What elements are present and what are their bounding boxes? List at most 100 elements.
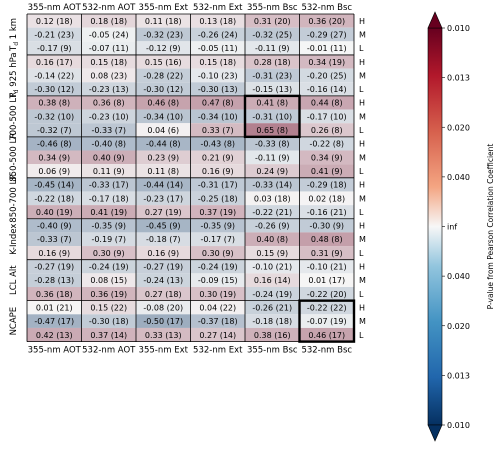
cell-value-label: -0.30 (12) [34,85,74,94]
cell-value-label: -0.22 (22) [307,303,347,312]
cell-value-label: 0.02 (18) [308,194,345,203]
cell-value-label: -0.14 (22) [34,71,74,80]
column-header-top: 532-nm AOT [82,3,136,13]
sub-row-label: H [359,58,365,67]
cell-value-label: 0.01 (17) [308,276,345,285]
heatmap-cell [81,300,136,315]
heatmap-cell [299,287,354,301]
row-group-label: 700-500 LR [9,92,19,141]
heatmap-cell [27,123,82,137]
heatmap-cell [245,150,300,165]
cell-value-label: 0.33 (7) [202,126,234,135]
cell-value-label: 0.15 (9) [256,249,288,258]
colorbar-tick-label: 0.010 [447,24,470,33]
heatmap-cell [136,150,191,165]
cell-value-label: 0.18 (18) [90,17,127,26]
colorbar-tick-label: 0.013 [447,74,470,83]
cell-value-label: 0.31 (9) [311,249,343,258]
cell-value-label: 0.47 (8) [202,99,234,108]
sub-row-label: M [359,276,366,285]
cell-value-label: -0.43 (8) [200,140,235,149]
row-group-label: NCAPE [9,307,19,336]
cell-value-label: -0.21 (23) [34,30,74,39]
heatmap-cell [136,68,191,83]
heatmap-cell [81,246,136,260]
heatmap-cell [245,109,300,124]
column-header-bottom: 532-nm AOT [82,346,136,356]
heatmap-cell [245,82,300,96]
sub-row-label: L [359,249,364,258]
heatmap-cell [81,136,136,151]
column-header-bottom: 355-nm AOT [28,346,82,356]
heatmap-cell [190,177,245,192]
cell-value-label: 0.42 (13) [36,331,73,340]
cell-value-label: -0.16 (21) [307,208,347,217]
heatmap-cell [190,327,245,342]
heatmap-cell [81,82,136,96]
cell-value-label: 0.16 (14) [254,276,291,285]
colorbar-tick-label: 0.013 [447,371,470,380]
heatmap-cell [136,54,191,69]
cell-value-label: -0.22 (18) [34,194,74,203]
heatmap-cell [190,314,245,328]
cell-value-label: -0.22 (8) [309,140,344,149]
cell-value-label: -0.44 (8) [146,140,181,149]
sub-row-label: L [359,208,364,217]
heatmap-cell [81,205,136,219]
heatmap-cell [245,218,300,233]
cell-value-label: 0.15 (22) [90,303,127,312]
cell-value-label: 0.37 (14) [90,331,127,340]
heatmap-cell [299,300,354,315]
sub-row-label: L [359,44,364,53]
heatmap-cell [190,164,245,178]
cell-value-label: -0.17 (18) [89,194,129,203]
cell-value-label: -0.10 (21) [252,263,292,272]
cell-value-label: 0.30 (9) [202,249,234,258]
cell-value-label: -0.26 (24) [198,30,238,39]
heatmap-cell [27,164,82,178]
highlight-box [243,94,301,139]
column-header-top: 355-nm Ext [139,3,189,13]
heatmap-cell [136,327,191,342]
cell-value-label: 0.16 (9) [147,249,179,258]
column-header-bottom: 532-nm Ext [193,346,243,356]
heatmap-cell [27,14,82,28]
heatmap-cell [245,327,300,342]
heatmap-cell [136,191,191,206]
cell-value-label: -0.09 (15) [198,276,238,285]
heatmap-cell [81,164,136,178]
heatmap-cell [136,82,191,96]
column-header-top: 355-nm AOT [28,3,82,13]
heatmap-cell [190,273,245,287]
heatmap-cell [190,205,245,219]
heatmap-cell [190,54,245,69]
cell-value-label: -0.23 (10) [89,112,129,121]
cell-value-label: -0.24 (19) [89,263,129,272]
cell-value-label: -0.30 (13) [198,85,238,94]
cell-value-label: 0.36 (18) [36,290,73,299]
heatmap-cell [27,27,82,42]
colorbar-tick-label: 0.040 [447,272,470,281]
colorbar-top-arrow [427,11,443,29]
cell-value-label: 0.15 (18) [90,58,127,67]
heatmap-cell [245,259,300,274]
cell-value-label: -0.19 (7) [91,235,126,244]
heatmap-cell [245,177,300,192]
colorbar: 0.010 0.013 0.020 0.040 inf 0.040 0.020 0.013 0.… [427,11,495,442]
sub-row-label: H [359,181,365,190]
heatmap-cell [81,218,136,233]
sub-row-label: H [359,303,365,312]
cell-value-label: -0.33 (17) [89,181,129,190]
cell-value-label: 0.04 (6) [147,126,179,135]
cell-value-label: 0.44 (8) [311,99,343,108]
row-group-label: 850-700 LR [9,174,19,223]
row-group-label: Td 1 km [9,18,20,52]
sub-row-label: M [359,112,366,121]
heatmap-cell [190,68,245,83]
row-group-label: LCL Alt [9,265,19,295]
cell-value-label: -0.46 (8) [37,140,72,149]
colorbar-bottom-arrow [427,424,443,442]
heatmap-cell [81,123,136,137]
heatmap-cell [81,177,136,192]
